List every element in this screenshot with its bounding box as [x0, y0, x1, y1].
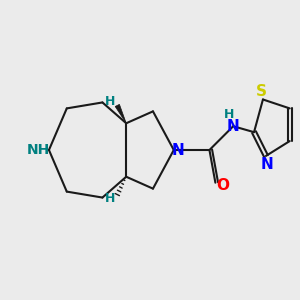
Text: H: H [224, 108, 234, 122]
Polygon shape [115, 104, 126, 123]
Text: N: N [172, 142, 184, 158]
Text: S: S [256, 84, 267, 99]
Text: H: H [105, 192, 115, 205]
Text: N: N [261, 157, 274, 172]
Text: NH: NH [27, 143, 50, 157]
Text: H: H [105, 95, 115, 108]
Text: N: N [227, 119, 240, 134]
Text: O: O [216, 178, 229, 193]
